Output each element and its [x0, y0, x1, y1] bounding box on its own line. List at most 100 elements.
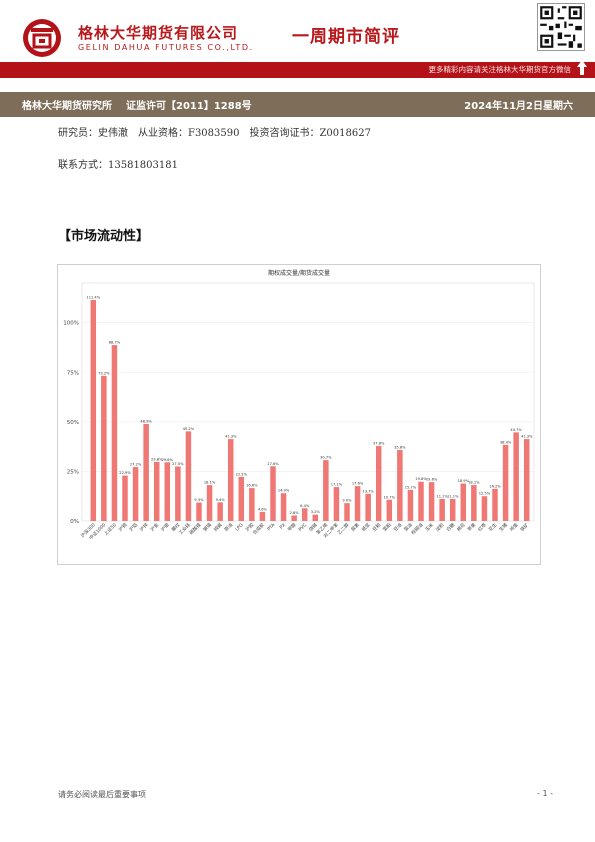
- x-tick-label: 铁矿: [519, 521, 531, 533]
- bar: [449, 498, 456, 521]
- header: 格林大华期货有限公司 GELIN DAHUA FUTURES CO.,LTD. …: [0, 0, 595, 62]
- bar: [259, 511, 266, 521]
- x-tick-label: 生猪: [498, 521, 510, 533]
- bar-value-label: 4.6%: [258, 507, 268, 511]
- x-tick-label: 乙二醇: [336, 521, 351, 536]
- bar-value-label: 22.9%: [119, 471, 131, 475]
- bar: [164, 462, 171, 521]
- x-tick-label: 沪银: [159, 521, 171, 533]
- bar-value-label: 15.7%: [405, 485, 417, 489]
- header-red-band: [0, 62, 595, 78]
- bar-value-label: 16.2%: [489, 484, 501, 488]
- institute-name: 格林大华期货研究所: [22, 101, 112, 112]
- x-tick-label: PVC: [297, 522, 308, 533]
- bar: [492, 488, 498, 521]
- bar-value-label: 19.8%: [415, 477, 427, 481]
- bar-value-label: 22.2%: [236, 472, 248, 476]
- x-tick-label: 尿素: [350, 521, 362, 533]
- x-tick-label: 花生: [487, 521, 499, 533]
- bar-value-label: 29.8%: [151, 457, 163, 461]
- bar: [323, 460, 329, 521]
- bar: [101, 375, 107, 521]
- bar-value-label: 48.9%: [140, 420, 152, 424]
- x-tick-label: 沪胶: [244, 521, 256, 533]
- x-tick-label: PTA: [266, 522, 277, 533]
- plot-area: [81, 282, 535, 522]
- bar-value-label: 88.7%: [109, 341, 121, 345]
- bar: [375, 446, 382, 521]
- author-info: 研究员：史伟澈 从业资格：F3083590 投资咨询证书：Z0018627: [58, 128, 371, 139]
- bar: [407, 489, 414, 521]
- bar-value-label: 13.7%: [362, 489, 374, 493]
- bar-value-label: 18.1%: [204, 481, 216, 485]
- bar: [513, 432, 519, 521]
- bar: [481, 496, 488, 521]
- report-date: 2024年11月2日星期六: [464, 101, 573, 112]
- bar-value-label: 29.6%: [162, 458, 174, 462]
- bar: [153, 461, 160, 521]
- company-name-en: GELIN DAHUA FUTURES CO.,LTD.: [78, 43, 254, 52]
- y-tick-label: 100%: [63, 321, 79, 327]
- footer-note: 请务必阅读最后重要事项: [58, 790, 146, 799]
- x-tick-label: 豆油: [392, 521, 404, 533]
- follow-wechat-text: 更多精彩内容请关注格林大华期货官方微信: [428, 65, 572, 74]
- bar-value-label: 9.4%: [216, 498, 226, 502]
- x-tick-label: PX: [279, 522, 287, 530]
- report-type-title: 一周期市简评: [292, 27, 400, 47]
- company-name-cn: 格林大华期货有限公司: [78, 24, 239, 42]
- bar: [132, 467, 139, 521]
- bar-value-label: 37.8%: [373, 442, 385, 446]
- bar-value-label: 9.3%: [194, 498, 204, 502]
- bar: [111, 345, 118, 521]
- bar: [428, 482, 435, 521]
- bar: [206, 485, 213, 521]
- bar: [386, 499, 393, 521]
- x-tick-label: 沪铜: [117, 521, 129, 533]
- bar: [90, 300, 97, 521]
- x-tick-label: 豆粕: [371, 521, 383, 533]
- bar-value-label: 3.2%: [311, 510, 321, 514]
- bar: [280, 493, 287, 521]
- bar: [175, 466, 181, 521]
- y-tick-label: 25%: [67, 469, 79, 475]
- x-tick-label: 甲醇: [286, 521, 298, 533]
- bar-value-label: 27.5%: [172, 462, 184, 466]
- bar: [238, 476, 245, 521]
- bar-value-label: 11.1%: [447, 494, 459, 498]
- bar-value-label: 111.4%: [86, 296, 100, 300]
- bar-value-label: 17.1%: [331, 483, 343, 487]
- bar: [344, 503, 350, 521]
- bar-value-label: 30.7%: [320, 456, 332, 460]
- bar-value-label: 19.6%: [426, 478, 438, 482]
- x-tick-label: 纯碱: [212, 521, 224, 533]
- up-arrow-icon: [577, 60, 587, 75]
- bar-value-label: 2.8%: [290, 511, 300, 515]
- x-tick-label: 沪铝: [128, 521, 140, 533]
- x-tick-label: LPG: [234, 522, 245, 533]
- y-tick-label: 75%: [67, 370, 79, 376]
- bar: [185, 431, 192, 521]
- qr-code-icon: [537, 3, 585, 51]
- bar: [301, 508, 308, 521]
- bar-value-label: 18.9%: [458, 479, 470, 483]
- page-number: - 1 -: [537, 789, 553, 798]
- x-tick-label: 螺纹: [170, 521, 182, 533]
- company-logo-icon: [23, 19, 61, 57]
- bar: [365, 493, 371, 521]
- license-number: 证监许可【2011】1288号: [126, 101, 252, 112]
- x-tick-label: 烧碱: [307, 521, 319, 533]
- bar: [312, 514, 319, 521]
- x-tick-label: 沪金: [149, 521, 161, 533]
- x-tick-label: 棉花: [455, 521, 467, 533]
- bar-value-label: 14.0%: [278, 489, 290, 493]
- bar-value-label: 41.3%: [225, 435, 237, 439]
- bar: [217, 502, 223, 521]
- bar: [523, 439, 530, 521]
- author-contact: 联系方式：13581803181: [58, 160, 178, 171]
- bar-value-label: 17.6%: [352, 482, 364, 486]
- bar-value-label: 44.7%: [510, 428, 522, 432]
- x-tick-label: 菜油: [402, 521, 414, 533]
- x-tick-label: 碳酸锂: [188, 521, 203, 536]
- bar-value-label: 41.3%: [521, 435, 533, 439]
- x-tick-label: 白糖: [445, 521, 457, 533]
